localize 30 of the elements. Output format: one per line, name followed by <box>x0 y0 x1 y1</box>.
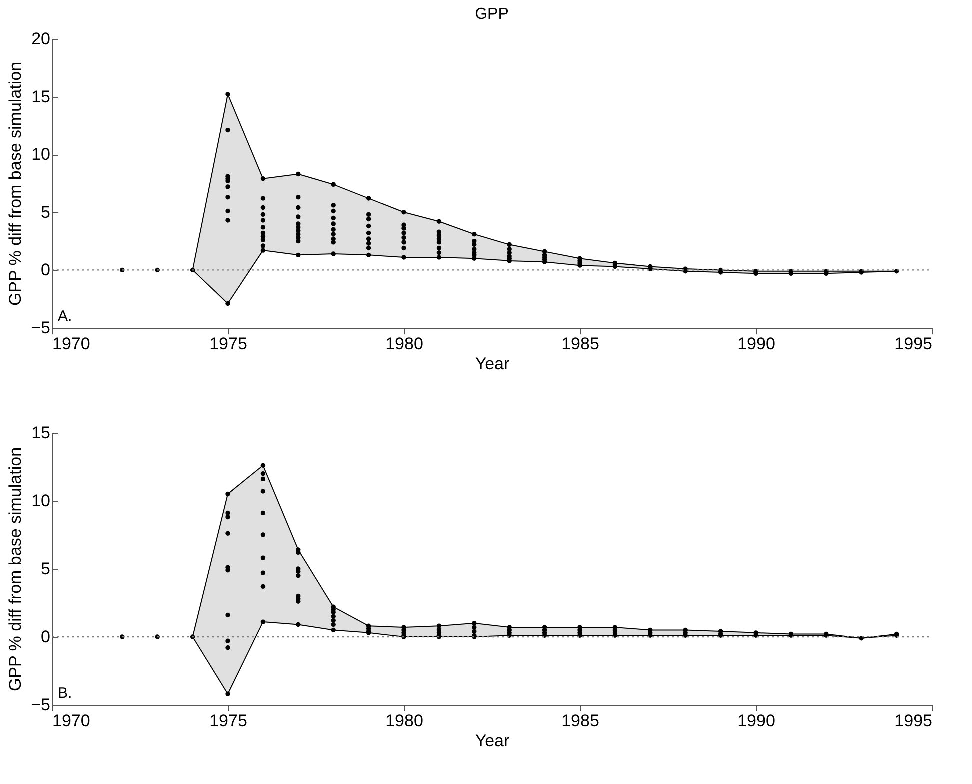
x-tick-label: 1980 <box>386 712 424 730</box>
x-axis-title: Year <box>475 732 510 750</box>
y-tick-label: 5 <box>41 560 50 578</box>
x-axis-title: Year <box>475 354 510 374</box>
x-tick-label: 1970 <box>52 712 90 730</box>
y-tick-label: 10 <box>32 145 50 164</box>
x-tick-label: 1985 <box>562 712 600 730</box>
annotation: A. <box>58 308 72 325</box>
y-axis-title: GPP % diff from base simulation <box>6 447 26 692</box>
x-tick-label: 1975 <box>210 712 248 730</box>
y-tick-label: 15 <box>32 424 50 442</box>
x-tick-label: 1980 <box>386 334 424 354</box>
y-tick-label: −5 <box>31 318 50 338</box>
x-tick-label: 1990 <box>738 334 776 354</box>
y-axis-title: GPP % diff from base simulation <box>6 62 26 306</box>
y-tick-label: 0 <box>41 628 50 646</box>
x-tick-label: 1970 <box>52 334 90 354</box>
chart-title: GPP <box>475 6 509 23</box>
x-tick-label: 1975 <box>210 334 248 354</box>
y-tick-label: 0 <box>41 260 50 280</box>
y-tick-label: 15 <box>32 87 50 106</box>
y-tick-label: −5 <box>31 696 50 714</box>
y-tick-label: 5 <box>41 202 50 222</box>
annotation: B. <box>58 685 72 702</box>
y-tick-label: 10 <box>32 492 50 510</box>
x-tick-label: 1995 <box>894 334 932 354</box>
x-tick-label: 1990 <box>738 712 776 730</box>
x-tick-label: 1985 <box>562 334 600 354</box>
y-tick-label: 20 <box>32 30 50 48</box>
x-tick-label: 1995 <box>894 712 932 730</box>
